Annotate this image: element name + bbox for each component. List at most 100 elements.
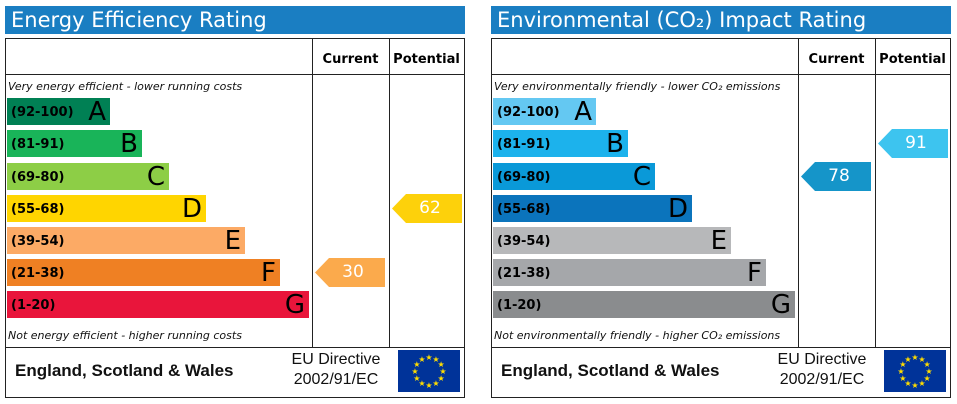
- footer-divider: [491, 347, 951, 348]
- header-divider: [491, 74, 951, 75]
- eu-star-icon: ★: [438, 360, 445, 369]
- band-range: (55-68): [497, 202, 551, 217]
- band-range: (1-20): [11, 298, 56, 313]
- band-range: (1-20): [497, 298, 542, 313]
- band-range: (81-91): [11, 137, 65, 152]
- band-letter: D: [667, 194, 688, 224]
- current-pointer-arrow: [315, 258, 385, 287]
- eu-flag-icon: ★ ★ ★ ★ ★ ★ ★ ★ ★ ★ ★ ★: [884, 350, 946, 392]
- band-letter: B: [606, 129, 624, 159]
- eu-star-icon: ★: [432, 379, 439, 388]
- potential-rating-value: 91: [905, 133, 927, 153]
- band-c: (69-80) C: [493, 162, 655, 192]
- eu-flag-icon: ★ ★ ★ ★ ★ ★ ★ ★ ★ ★ ★ ★: [398, 350, 460, 392]
- band-range: (69-80): [11, 170, 65, 185]
- band-letter: C: [632, 162, 651, 192]
- potential-rating-pointer: 91: [878, 129, 948, 158]
- eu-star-icon: ★: [911, 381, 918, 390]
- eu-star-icon: ★: [413, 374, 420, 383]
- potential-rating-pointer: 62: [392, 194, 462, 223]
- potential-pointer-arrow: [392, 194, 462, 223]
- band-range: (55-68): [11, 202, 65, 217]
- potential-pointer-arrow: [878, 129, 948, 158]
- band-letter: C: [146, 162, 165, 192]
- band-d: (55-68) D: [493, 194, 692, 224]
- eu-star-icon: ★: [432, 355, 439, 364]
- band-b: (81-91) B: [493, 129, 628, 159]
- band-g: (1-20) G: [493, 290, 795, 320]
- eu-star-icon: ★: [918, 379, 925, 388]
- current-rating-pointer: 78: [801, 162, 871, 191]
- column-header-current: Current: [322, 52, 379, 67]
- band-letter: E: [710, 226, 727, 256]
- column-divider: [389, 38, 390, 348]
- band-f: (21-38) F: [493, 258, 766, 288]
- region-label: England, Scotland & Wales: [15, 361, 234, 380]
- band-letter: D: [181, 194, 202, 224]
- band-letter: B: [120, 129, 138, 159]
- eu-star-icon: ★: [425, 353, 432, 362]
- band-letter: A: [88, 97, 106, 127]
- current-pointer-arrow: [801, 162, 871, 191]
- band-f: (21-38) F: [7, 258, 280, 288]
- panel-title: Environmental (CO₂) Impact Rating: [491, 6, 951, 34]
- band-e: (39-54) E: [493, 226, 731, 256]
- column-header-current: Current: [808, 52, 865, 67]
- panel-title: Energy Efficiency Rating: [5, 6, 465, 34]
- eu-star-icon: ★: [918, 355, 925, 364]
- current-rating-value: 78: [828, 166, 850, 186]
- region-label: England, Scotland & Wales: [501, 361, 720, 380]
- energy-efficiency-panel: Energy Efficiency Rating Current Potential…: [5, 6, 465, 398]
- band-a: (92-100) A: [7, 97, 110, 127]
- band-d: (55-68) D: [7, 194, 206, 224]
- eu-directive: EU Directive 2002/91/EC: [281, 350, 391, 390]
- band-letter: G: [284, 290, 305, 320]
- eu-star-icon: ★: [904, 379, 911, 388]
- eu-star-icon: ★: [925, 367, 932, 376]
- band-letter: F: [261, 258, 276, 288]
- band-range: (21-38): [497, 266, 551, 281]
- eu-star-icon: ★: [911, 353, 918, 362]
- eu-star-icon: ★: [413, 360, 420, 369]
- band-letter: E: [224, 226, 241, 256]
- footer-divider: [5, 347, 465, 348]
- eu-star-icon: ★: [904, 355, 911, 364]
- directive-line: 2002/91/EC: [293, 371, 379, 388]
- directive-line: 2002/91/EC: [779, 371, 865, 388]
- column-divider: [312, 38, 313, 348]
- band-range: (21-38): [11, 266, 65, 281]
- eu-star-icon: ★: [924, 374, 931, 383]
- eu-star-icon: ★: [418, 379, 425, 388]
- band-g: (1-20) G: [7, 290, 309, 320]
- top-note: Very environmentally friendly - lower CO…: [494, 80, 781, 93]
- band-range: (92-100): [497, 105, 560, 120]
- header-divider: [5, 74, 465, 75]
- rating-frame: [5, 38, 465, 398]
- potential-rating-value: 62: [419, 198, 441, 218]
- eu-star-icon: ★: [425, 381, 432, 390]
- band-a: (92-100) A: [493, 97, 596, 127]
- bottom-note: Not energy efficient - higher running co…: [8, 329, 242, 342]
- band-letter: A: [574, 97, 592, 127]
- band-b: (81-91) B: [7, 129, 142, 159]
- bottom-note: Not environmentally friendly - higher CO…: [494, 329, 781, 342]
- environmental-impact-panel: Environmental (CO₂) Impact Rating Current…: [491, 6, 951, 398]
- column-header-potential: Potential: [393, 52, 460, 67]
- eu-star-icon: ★: [899, 360, 906, 369]
- directive-line: EU Directive: [291, 351, 381, 368]
- eu-star-icon: ★: [899, 374, 906, 383]
- eu-star-icon: ★: [438, 374, 445, 383]
- current-rating-value: 30: [342, 262, 364, 282]
- band-range: (92-100): [11, 105, 74, 120]
- eu-star-icon: ★: [418, 355, 425, 364]
- eu-star-icon: ★: [411, 367, 418, 376]
- band-e: (39-54) E: [7, 226, 245, 256]
- band-range: (39-54): [497, 234, 551, 249]
- eu-directive: EU Directive 2002/91/EC: [767, 350, 877, 390]
- band-range: (81-91): [497, 137, 551, 152]
- band-letter: G: [770, 290, 791, 320]
- rating-frame: [491, 38, 951, 398]
- eu-star-icon: ★: [924, 360, 931, 369]
- top-note: Very energy efficient - lower running co…: [8, 80, 243, 93]
- column-divider: [798, 38, 799, 348]
